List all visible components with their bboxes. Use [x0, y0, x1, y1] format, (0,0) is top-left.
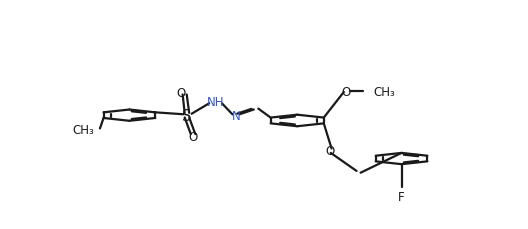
Text: O: O — [188, 130, 197, 143]
Text: CH₃: CH₃ — [374, 85, 395, 98]
Text: CH₃: CH₃ — [72, 123, 94, 136]
Text: F: F — [398, 191, 405, 204]
Text: O: O — [342, 85, 351, 98]
Text: S: S — [182, 108, 192, 123]
Text: O: O — [325, 144, 335, 157]
Text: NH: NH — [206, 96, 224, 109]
Text: O: O — [176, 86, 185, 99]
Text: N: N — [231, 109, 240, 122]
